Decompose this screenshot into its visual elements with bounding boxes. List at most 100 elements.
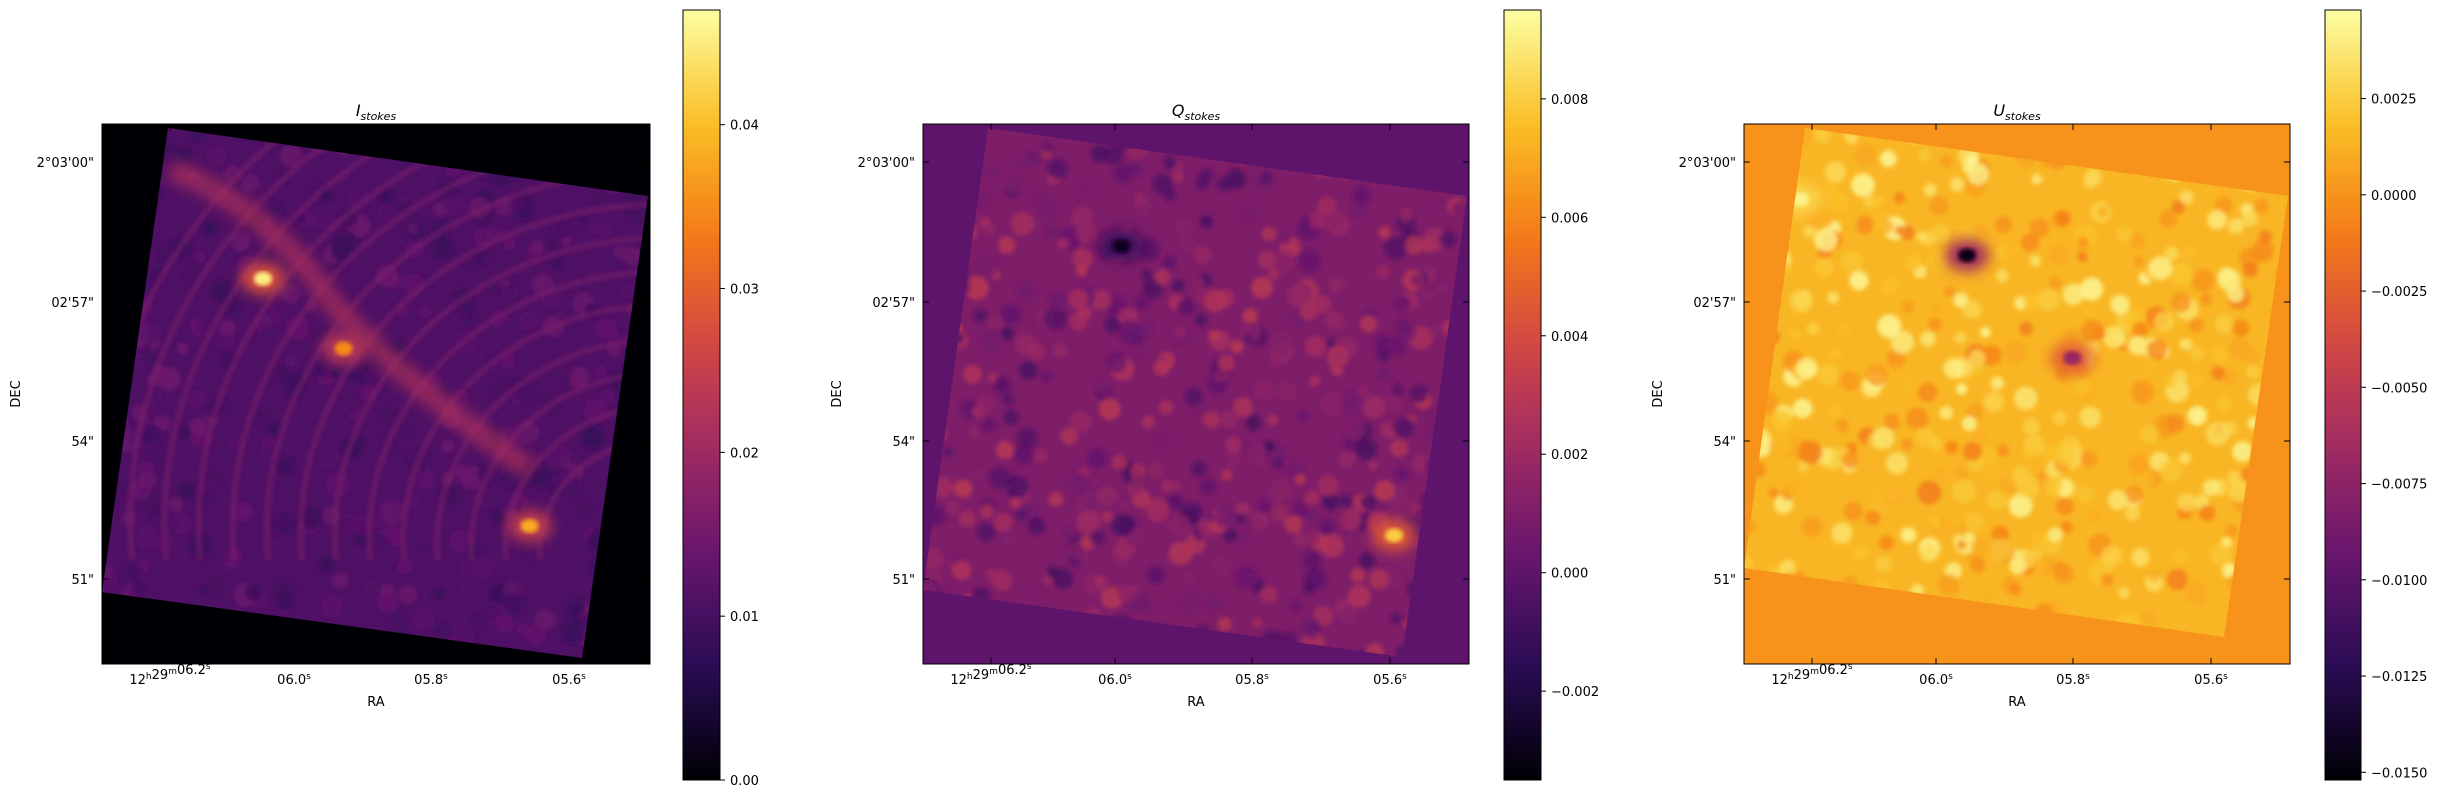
texture-cell xyxy=(1824,161,1846,183)
texture-cell xyxy=(1423,228,1447,252)
texture-cell xyxy=(2073,378,2091,396)
texture-cell xyxy=(272,580,296,603)
texture-cell xyxy=(1044,225,1058,239)
texture-cell xyxy=(622,246,642,266)
texture-cell xyxy=(586,216,603,234)
texture-cell xyxy=(1851,173,1875,197)
texture-cell xyxy=(332,572,349,589)
texture-cell xyxy=(2116,226,2133,243)
texture-cell xyxy=(1798,460,1810,473)
source-blob xyxy=(1945,239,1989,272)
texture-cell xyxy=(2077,251,2088,263)
texture-cell xyxy=(2211,346,2229,363)
texture-cell xyxy=(1937,573,1960,597)
texture-cell xyxy=(1200,215,1213,229)
texture-cell xyxy=(2184,581,2208,605)
texture-cell xyxy=(995,440,1015,460)
texture-cell xyxy=(1780,559,1796,575)
texture-cell xyxy=(1985,463,2002,481)
texture-cell xyxy=(2129,233,2146,249)
texture-cell xyxy=(285,354,298,367)
texture-cell xyxy=(2171,200,2186,214)
texture-cell xyxy=(277,515,291,528)
texture-cell xyxy=(2241,346,2260,365)
texture-cell xyxy=(2140,424,2160,444)
texture-cell xyxy=(2053,563,2075,585)
texture-cell xyxy=(1093,376,1108,392)
texture-cell xyxy=(1204,595,1221,612)
texture-cell xyxy=(2165,414,2185,433)
texture-cell xyxy=(1201,497,1218,514)
texture-cell xyxy=(1130,463,1146,479)
texture-cell xyxy=(316,445,340,469)
texture-cell xyxy=(958,510,976,528)
texture-cell xyxy=(2172,369,2187,385)
source-core xyxy=(1958,248,1976,263)
texture-cell xyxy=(1269,355,1283,369)
texture-cell xyxy=(2022,417,2040,435)
texture-cell xyxy=(1193,245,1212,264)
texture-cell xyxy=(203,221,218,236)
texture-cell xyxy=(1772,434,1792,454)
texture-cell xyxy=(1297,249,1321,272)
texture-cell xyxy=(997,236,1016,254)
texture-cell xyxy=(1929,516,1942,529)
x-tick-label: 12h29m06.2s xyxy=(129,662,211,688)
image-area xyxy=(102,124,650,664)
ripple-arc xyxy=(229,133,648,561)
ripple-arc xyxy=(195,128,648,561)
texture-cell xyxy=(1173,325,1187,339)
texture-cell xyxy=(1013,444,1034,465)
texture-cell xyxy=(1966,403,1984,421)
texture-cell xyxy=(491,380,509,398)
texture-cell xyxy=(329,367,341,379)
texture-cell xyxy=(318,556,335,573)
texture-cell xyxy=(1147,566,1166,585)
y-tick-label: 02'57" xyxy=(51,296,94,311)
texture-cell xyxy=(1002,534,1015,547)
source-core xyxy=(2063,351,2082,365)
colorbar-gradient xyxy=(682,9,721,781)
texture-cell xyxy=(2030,548,2043,560)
texture-cell xyxy=(1831,522,1853,543)
x-tick-label: 05.8s xyxy=(414,672,448,688)
texture-cell xyxy=(1393,295,1411,313)
texture-cell xyxy=(1891,146,1903,157)
texture-cell xyxy=(1072,248,1094,270)
panel-title: Ustokes xyxy=(1993,101,2041,123)
texture-cell xyxy=(142,351,158,367)
texture-cell xyxy=(2166,569,2188,590)
texture-cell xyxy=(503,238,516,250)
texture-cell xyxy=(507,195,525,213)
texture-cell xyxy=(2146,339,2168,361)
texture-cell xyxy=(1841,452,1859,469)
texture-cell xyxy=(993,376,1011,394)
texture-cell xyxy=(2128,454,2149,475)
texture-cell xyxy=(377,204,396,223)
texture-cell xyxy=(1827,404,1842,420)
texture-cell xyxy=(1768,487,1780,499)
texture-cell xyxy=(506,317,518,329)
texture-cell xyxy=(1338,450,1357,469)
texture-cell xyxy=(525,624,546,645)
texture-cell xyxy=(1076,491,1100,515)
texture-cell xyxy=(2177,493,2196,512)
source-blob xyxy=(321,332,366,365)
texture-cell xyxy=(1803,224,1817,238)
texture-cell xyxy=(137,461,156,480)
panel-title: Qstokes xyxy=(1172,101,1221,123)
texture-cell xyxy=(1235,502,1251,517)
texture-cell xyxy=(207,470,222,485)
texture-cell xyxy=(2164,246,2179,262)
texture-cell xyxy=(1103,145,1123,165)
texture-cell xyxy=(1167,513,1192,538)
texture-cell xyxy=(1374,480,1395,501)
texture-cell xyxy=(1983,391,2005,413)
texture-cell xyxy=(2242,262,2259,278)
texture-cell xyxy=(417,539,428,551)
texture-cell xyxy=(1837,323,1852,338)
texture-cell xyxy=(1373,334,1393,354)
texture-cell xyxy=(1956,525,1968,537)
texture-cell xyxy=(1885,452,1909,475)
texture-cell xyxy=(1986,489,2008,510)
